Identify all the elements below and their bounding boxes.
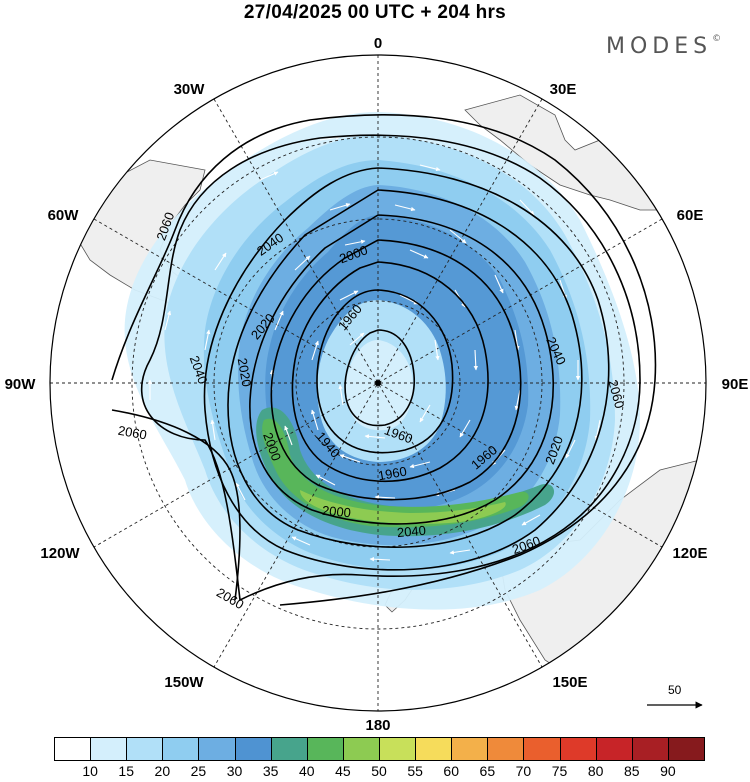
contour-label: 2020 [235,357,255,388]
lon-label-0: 0 [374,35,382,52]
lon-label-90w: 90W [5,376,37,393]
lon-label-90e: 90E [722,376,749,393]
colorbar-tick-label: 75 [551,763,568,779]
colorbar-swatch [487,737,525,761]
lon-label-120w: 120W [40,545,80,562]
wind-scale-label: 50 [668,683,682,697]
colorbar-tick-label: 10 [82,763,98,779]
longitude-labels: 0 30E 60E 90E 120E 150E 180 150W 120W 90… [5,35,749,734]
colorbar-tick-label: 30 [226,763,243,779]
lon-label-60w: 60W [48,207,80,224]
map-boundary [49,54,707,712]
brand-mark: © [712,34,722,44]
colorbar-swatch [54,737,92,761]
colorbar-tick-label: 65 [479,763,496,779]
lon-label-150e: 150E [552,674,587,691]
lon-label-60e: 60E [677,207,704,224]
colorbar-swatch [559,737,597,761]
colorbar-swatch [379,737,417,761]
contour-label: 2000 [321,503,351,520]
colorbar-swatch [342,737,380,761]
wind-band-45 [262,418,529,528]
contour-label: 2040 [396,523,426,540]
colorbar-tick-label: 20 [154,763,171,779]
lon-label-30w: 30W [174,81,206,98]
colorbar-swatch [523,737,561,761]
pole-marker [375,380,381,386]
wind-scale-arrow [647,701,703,709]
colorbar-swatch [162,737,200,761]
colorbar-tick-label: 50 [371,763,387,779]
colorbar-swatch [667,737,705,761]
colorbar-tick-label: 45 [335,763,351,779]
polar-stereographic-map: 2060 2040 2060 2040 2000 2020 1960 2040 … [5,35,749,734]
wind-speed-shading [124,112,640,610]
colorbar-swatch [234,737,272,761]
colorbar-tick-label: 80 [587,763,604,779]
colorbar-tick-label: 85 [623,763,640,779]
contour-label: 2060 [117,423,148,443]
brand-logo: MODES© [606,34,721,59]
colorbar-swatch [270,737,308,761]
colorbar-swatch [415,737,453,761]
colorbar-swatch [198,737,236,761]
colorbar-tick-label: 60 [443,763,460,779]
contour-label: 1960 [377,464,408,484]
africa-land [464,94,661,211]
colorbar-tick-label: 70 [515,763,532,779]
colorbar-swatch [451,737,489,761]
contour-label: 2060 [605,378,627,410]
colorbar-swatch [631,737,669,761]
lon-label-30e: 30E [550,81,577,98]
lon-label-120e: 120E [672,545,707,562]
colorbar-tick-label: 90 [660,763,676,779]
colorbar-swatch [126,737,164,761]
colorbar-tick-label: 35 [262,763,279,779]
colorbar-swatch [306,737,344,761]
height-contours [111,114,657,606]
colorbar-swatch [90,737,128,761]
colorbar-swatch [595,737,633,761]
map-title: 27/04/2025 00 UTC + 204 hrs [243,2,507,23]
colorbar-tick-label: 55 [407,763,423,779]
colorbar-tick-label: 40 [298,763,315,779]
map-disc: 2060 2040 2060 2040 2000 2020 1960 2040 … [50,55,706,711]
lon-label-180: 180 [365,717,390,734]
colorbar-tick-label: 25 [190,763,207,779]
graticule [50,55,706,711]
lon-label-150w: 150W [164,674,204,691]
colorbar: 10 15 20 25 30 35 40 45 50 55 60 65 70 75 80 85 90 [54,737,705,779]
colorbar-tick-label: 15 [118,763,135,779]
brand-name: MODES [606,34,713,59]
